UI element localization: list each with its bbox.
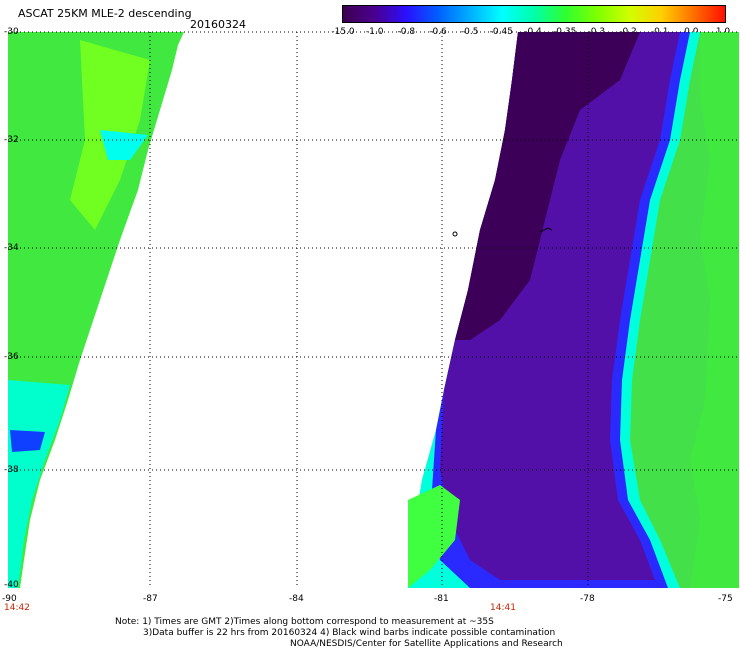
lat-label: -38 [4,465,19,475]
lon-label: -90 [2,594,17,604]
note-line-3: NOAA/NESDIS/Center for Satellite Applica… [290,639,563,649]
colorbar-label: -1.0 [365,27,384,37]
colorbar-label: -0.8 [397,27,416,37]
lon-label: -84 [289,594,304,604]
colorbar-label: -15.0 [331,27,355,37]
time-left: 14:42 [4,603,30,613]
right-swath-green-left [408,485,460,588]
right-swath-dark [455,32,640,340]
colorbar [342,5,726,23]
map-title: ASCAT 25KM MLE-2 descending [18,7,192,20]
map-date: 20160324 [190,18,246,31]
lat-label: -40 [4,580,19,590]
note-line-2: 3)Data buffer is 22 hrs from 20160324 4)… [143,628,556,638]
note-line-1: Note: 1) Times are GMT 2)Times along bot… [115,617,494,627]
time-right: 14:41 [490,603,516,613]
left-swath-cyan2 [100,130,148,160]
lat-label: -32 [4,135,19,145]
right-swath-green [690,32,739,588]
colorbar-label: -0.5 [460,27,479,37]
lat-label: -34 [4,243,19,253]
lon-label: -87 [143,594,158,604]
lat-label: -36 [4,352,19,362]
left-swath [8,32,184,588]
left-swath-blue [10,430,45,452]
colorbar-label: -0.6 [429,27,447,37]
lat-label: -30 [4,27,19,37]
colorbar-label: -0.45 [489,27,513,37]
lon-label: -75 [718,594,733,604]
lon-label: -78 [580,594,595,604]
lon-label: -81 [434,594,449,604]
